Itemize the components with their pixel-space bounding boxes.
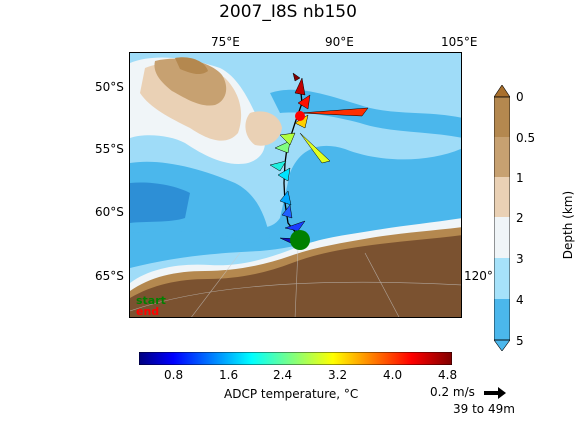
map-panel: start end bbox=[129, 52, 462, 318]
lon-label-120e: 120° bbox=[464, 269, 493, 283]
vector-arrow bbox=[269, 160, 287, 172]
chart-title: 2007_I8S nb150 bbox=[219, 2, 357, 22]
depth-tick-5: 5 bbox=[516, 334, 524, 348]
plateau-sand-east bbox=[245, 111, 282, 146]
lon-label-90e: 90°E bbox=[325, 35, 354, 49]
temp-colorbar-label: ADCP temperature, °C bbox=[224, 387, 359, 401]
lat-label-55s: 55°S bbox=[95, 142, 124, 156]
temp-tick-2.4: 2.4 bbox=[273, 368, 293, 382]
vector-arrow bbox=[279, 190, 292, 206]
scale-speed-label: 0.2 m/s bbox=[430, 385, 475, 399]
temp-tick-3.2: 3.2 bbox=[328, 368, 348, 382]
lat-label-60s: 60°S bbox=[95, 205, 124, 219]
antarctica-land bbox=[130, 235, 461, 317]
vector-arrow bbox=[297, 94, 311, 110]
vector-arrow bbox=[292, 72, 301, 82]
vector-arrow bbox=[281, 204, 293, 219]
depth-tick-2: 2 bbox=[516, 211, 524, 225]
lon-label-75e: 75°E bbox=[211, 35, 240, 49]
plateau-tan bbox=[154, 58, 227, 106]
temp-tick-4.0: 4.0 bbox=[383, 368, 403, 382]
depth-colorbar bbox=[493, 84, 511, 355]
deep-channel bbox=[270, 89, 461, 138]
start-marker bbox=[290, 230, 310, 250]
graticule bbox=[130, 247, 461, 317]
temp-tick-4.8: 4.8 bbox=[438, 368, 458, 382]
vector-arrow bbox=[299, 132, 331, 164]
temp-tick-0.8: 0.8 bbox=[164, 368, 184, 382]
depth-tick-0.5: 0.5 bbox=[516, 131, 536, 145]
temperature-colorbar bbox=[138, 350, 453, 369]
legend-end: end bbox=[136, 305, 159, 318]
lat-label-65s: 65°S bbox=[95, 269, 124, 283]
temperature-colorbar-svg bbox=[138, 351, 453, 366]
plateau-brown bbox=[175, 57, 208, 75]
depth-tick-4: 4 bbox=[516, 293, 524, 307]
depth-tick-3: 3 bbox=[516, 252, 524, 266]
deep-basin-dark bbox=[130, 182, 190, 223]
depth-tick-0: 0 bbox=[516, 90, 524, 104]
scale-depth-range: 39 to 49m bbox=[453, 402, 515, 416]
depth-colorbar-label: Depth (km) bbox=[561, 190, 576, 260]
vector-arrow bbox=[279, 132, 296, 146]
vector-arrow bbox=[274, 140, 291, 154]
vector-arrow bbox=[277, 167, 291, 182]
deep-basin bbox=[130, 161, 270, 243]
vector-arrow bbox=[284, 220, 306, 232]
temp-tick-1.6: 1.6 bbox=[219, 368, 239, 382]
map-svg: start end bbox=[130, 53, 461, 318]
lat-label-50s: 50°S bbox=[95, 80, 124, 94]
scale-arrow-icon bbox=[484, 387, 506, 399]
depth-colorbar-svg bbox=[493, 84, 511, 352]
lon-label-105e: 105°E bbox=[441, 35, 478, 49]
legend-start: start bbox=[136, 294, 166, 307]
depth-tick-1: 1 bbox=[516, 171, 524, 185]
end-marker bbox=[295, 111, 305, 121]
vector-arrow bbox=[294, 77, 306, 96]
vector-arrow bbox=[299, 107, 369, 117]
